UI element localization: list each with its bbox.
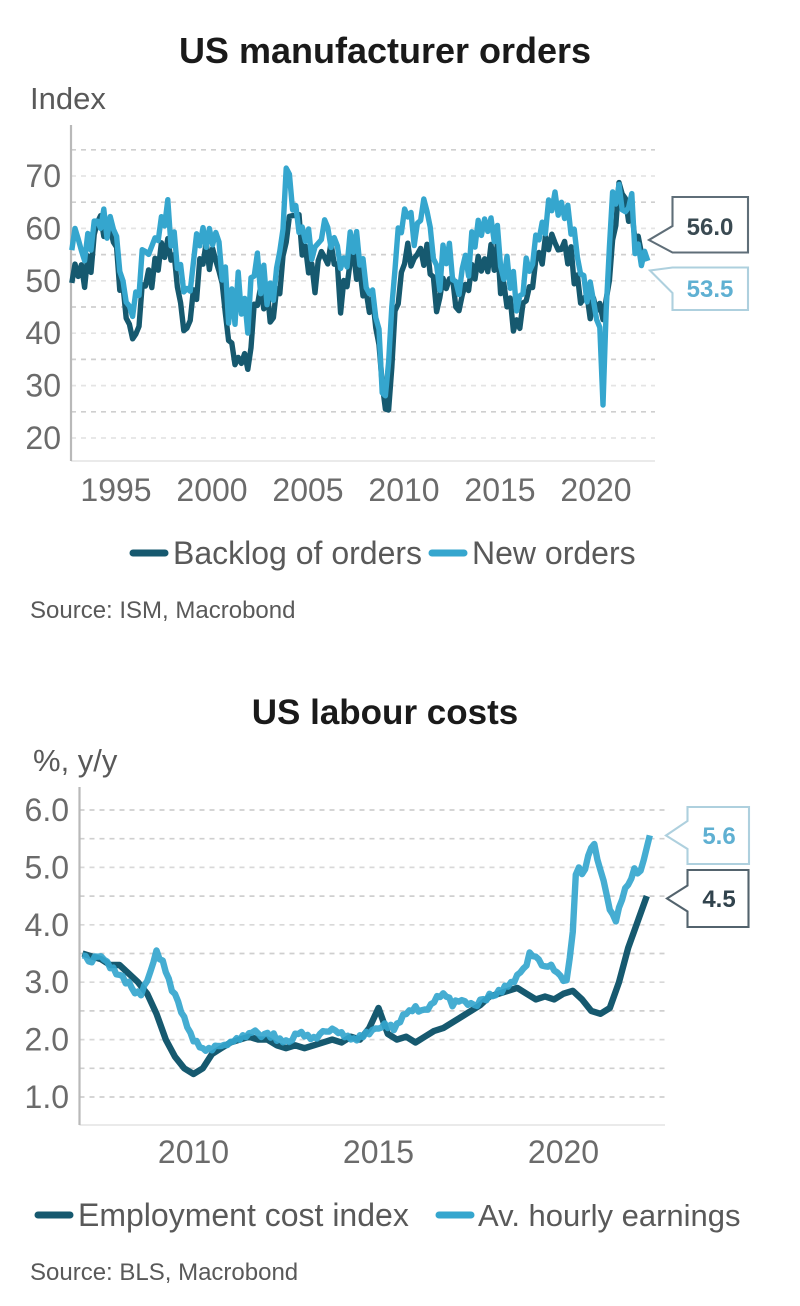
svg-text:Backlog of orders: Backlog of orders (173, 535, 422, 571)
svg-text:56.0: 56.0 (687, 214, 734, 241)
svg-text:Employment cost index: Employment cost index (78, 1197, 409, 1233)
svg-text:Source: ISM, Macrobond: Source: ISM, Macrobond (30, 597, 295, 624)
svg-text:Index: Index (30, 81, 106, 116)
svg-text:2000: 2000 (176, 472, 247, 508)
svg-text:2015: 2015 (464, 472, 535, 508)
svg-text:2015: 2015 (343, 1134, 414, 1170)
svg-text:Av. hourly earnings: Av. hourly earnings (478, 1198, 741, 1233)
svg-text:5.0: 5.0 (25, 849, 69, 885)
svg-text:US manufacturer orders: US manufacturer orders (179, 30, 591, 71)
svg-text:70: 70 (25, 158, 61, 194)
svg-text:2010: 2010 (368, 472, 439, 508)
svg-text:53.5: 53.5 (687, 276, 734, 303)
svg-text:New orders: New orders (472, 535, 636, 571)
svg-text:30: 30 (25, 368, 61, 404)
svg-text:50: 50 (25, 263, 61, 299)
svg-text:6.0: 6.0 (25, 792, 69, 828)
svg-text:2020: 2020 (528, 1134, 599, 1170)
svg-text:1.0: 1.0 (25, 1079, 69, 1115)
svg-text:2005: 2005 (272, 472, 343, 508)
svg-text:%, y/y: %, y/y (33, 743, 118, 778)
svg-text:3.0: 3.0 (25, 964, 69, 1000)
svg-text:60: 60 (25, 210, 61, 246)
svg-text:40: 40 (25, 315, 61, 351)
svg-text:Source: BLS, Macrobond: Source: BLS, Macrobond (30, 1259, 298, 1286)
svg-text:2020: 2020 (560, 472, 631, 508)
svg-text:4.5: 4.5 (702, 886, 735, 913)
svg-text:5.6: 5.6 (702, 823, 735, 850)
svg-text:1995: 1995 (80, 472, 151, 508)
svg-text:2010: 2010 (158, 1134, 229, 1170)
svg-text:US labour costs: US labour costs (252, 693, 518, 732)
svg-text:2.0: 2.0 (25, 1022, 69, 1058)
svg-text:4.0: 4.0 (25, 907, 69, 943)
svg-text:20: 20 (25, 420, 61, 456)
